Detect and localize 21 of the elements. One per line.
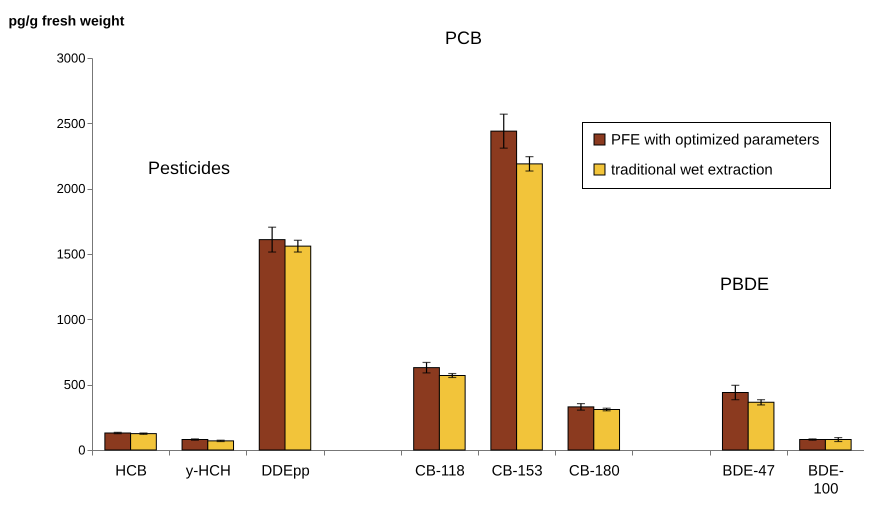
x-tick-label: CB-180 xyxy=(568,462,620,480)
y-tick-label: 2000 xyxy=(56,181,86,196)
y-tick-label: 3000 xyxy=(56,50,86,66)
y-tick-label: 0 xyxy=(78,442,86,458)
y-tick-label: 1000 xyxy=(56,312,86,327)
x-tick-label: CB-118 xyxy=(415,462,465,480)
x-tick-label: CB-153 xyxy=(492,462,543,480)
x-tick-label: DDEpp xyxy=(261,462,310,480)
annotation: Pesticides xyxy=(148,158,230,178)
y-axis-title: pg/g fresh weight xyxy=(8,12,125,28)
x-tick-label: BDE-47 xyxy=(722,462,775,480)
y-tick-label: 500 xyxy=(64,377,86,392)
annotation: PBDE xyxy=(720,274,770,294)
legend-label: PFE with optimized parameters xyxy=(611,132,820,148)
legend-label: traditional wet extraction xyxy=(611,162,773,178)
y-tick-label: 1500 xyxy=(56,246,86,262)
x-tick-label: y-HCH xyxy=(186,462,231,480)
x-tick-label: HCB xyxy=(115,462,147,480)
text: PCB xyxy=(445,28,482,48)
x-tick-label: BDE-100 xyxy=(808,462,844,498)
y-tick-label: 2500 xyxy=(56,116,86,131)
